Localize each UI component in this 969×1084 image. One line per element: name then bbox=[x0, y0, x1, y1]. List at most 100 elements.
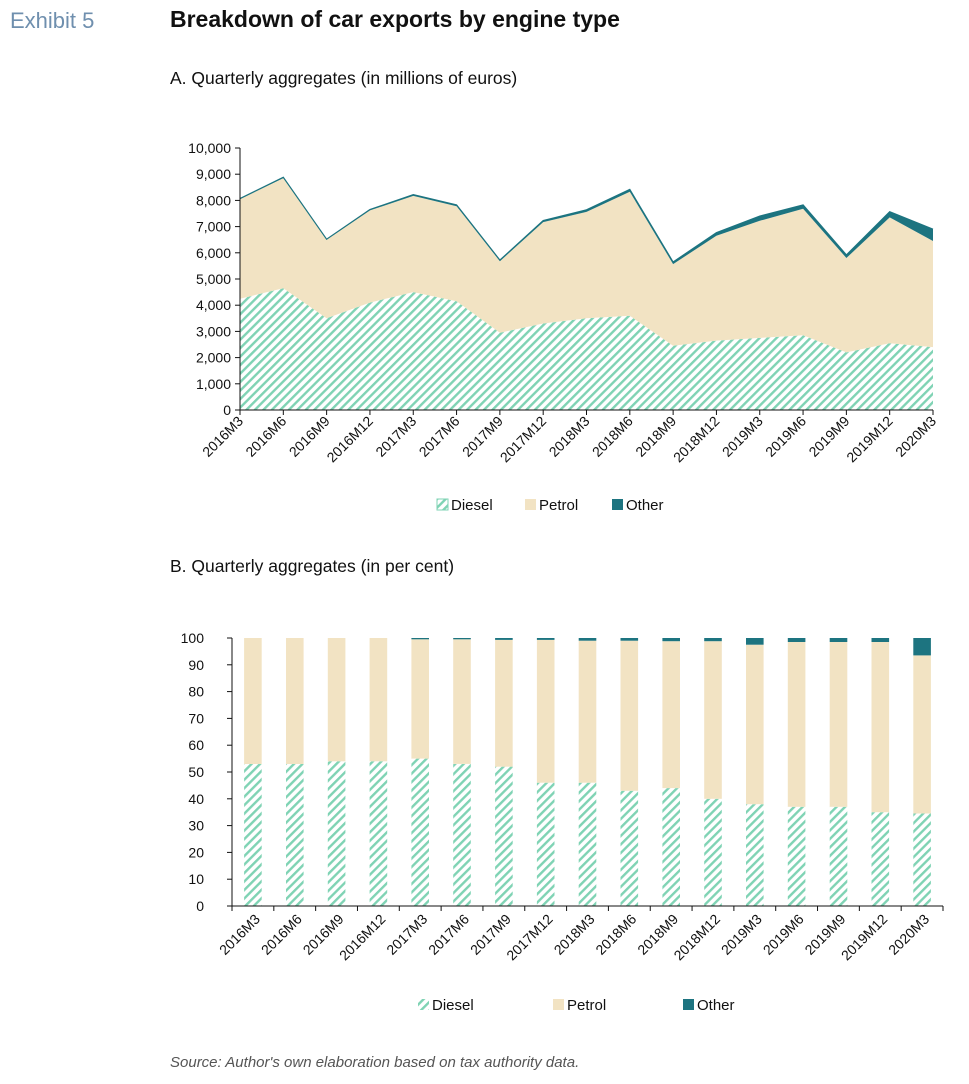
bar-petrol bbox=[286, 638, 304, 764]
bar-petrol bbox=[829, 642, 848, 807]
bar-diesel bbox=[411, 758, 429, 906]
y-tick-label: 7,000 bbox=[196, 219, 231, 235]
legend-label-diesel: Diesel bbox=[451, 497, 493, 514]
y-tick-label: 9,000 bbox=[196, 166, 231, 182]
y-tick-label: 8,000 bbox=[196, 192, 231, 208]
bar-diesel bbox=[787, 806, 806, 906]
legend-label-other: Other bbox=[697, 997, 735, 1014]
x-tick-label: 2017M12 bbox=[497, 413, 550, 466]
bar-other bbox=[704, 638, 722, 642]
bar-other bbox=[453, 638, 471, 640]
bar-diesel bbox=[704, 798, 722, 906]
y-tick-label: 3,000 bbox=[196, 323, 231, 339]
legend-swatch-petrol bbox=[553, 999, 564, 1010]
bar-diesel bbox=[871, 812, 890, 906]
x-tick-label: 2020M3 bbox=[885, 911, 932, 958]
bar-petrol bbox=[578, 640, 597, 783]
bar-other bbox=[913, 638, 931, 656]
x-tick-label: 2016M12 bbox=[323, 413, 376, 466]
bar-other bbox=[620, 638, 639, 641]
x-tick-label: 2018M3 bbox=[546, 413, 593, 460]
bar-other bbox=[536, 638, 555, 640]
x-tick-label: 2018M12 bbox=[670, 911, 723, 964]
bar-petrol bbox=[787, 642, 806, 807]
y-tick-label: 70 bbox=[188, 710, 204, 726]
x-tick-label: 2016M6 bbox=[242, 413, 289, 460]
bar-diesel bbox=[369, 761, 388, 906]
exhibit-label: Exhibit 5 bbox=[10, 8, 95, 33]
bar-diesel bbox=[327, 761, 346, 906]
bar-diesel bbox=[913, 813, 931, 906]
bar-petrol bbox=[871, 642, 890, 813]
panel-b-title: B. Quarterly aggregates (in per cent) bbox=[170, 556, 455, 576]
x-tick-label: 2019M6 bbox=[760, 911, 807, 958]
x-tick-label: 2020M3 bbox=[892, 413, 939, 460]
x-tick-label: 2019M3 bbox=[719, 413, 766, 460]
bar-diesel bbox=[453, 764, 471, 906]
legend-swatch-diesel bbox=[436, 498, 449, 511]
bar-petrol bbox=[327, 638, 346, 762]
bar-petrol bbox=[746, 644, 764, 805]
y-tick-label: 100 bbox=[181, 630, 205, 646]
bar-petrol bbox=[495, 639, 513, 767]
source-note: Source: Author's own elaboration based o… bbox=[170, 1054, 580, 1071]
x-tick-label: 2017M3 bbox=[383, 911, 430, 958]
x-tick-label: 2017M12 bbox=[503, 911, 556, 964]
legend-label-petrol: Petrol bbox=[539, 497, 578, 514]
x-tick-label: 2016M6 bbox=[258, 911, 305, 958]
bar-petrol bbox=[536, 639, 555, 783]
bar-diesel bbox=[495, 766, 513, 906]
bar-diesel bbox=[244, 764, 262, 906]
y-tick-label: 10 bbox=[188, 871, 204, 887]
bar-other bbox=[829, 638, 848, 642]
panel-a-title: A. Quarterly aggregates (in millions of … bbox=[170, 68, 518, 88]
y-tick-label: 90 bbox=[188, 657, 204, 673]
exhibit-title: Breakdown of car exports by engine type bbox=[170, 6, 620, 32]
y-tick-label: 0 bbox=[223, 402, 231, 418]
bar-other bbox=[871, 638, 890, 642]
bar-diesel bbox=[578, 782, 597, 906]
y-tick-label: 10,000 bbox=[188, 140, 231, 156]
y-tick-label: 5,000 bbox=[196, 271, 231, 287]
y-tick-label: 50 bbox=[188, 764, 204, 780]
bar-petrol bbox=[913, 655, 931, 814]
bar-petrol bbox=[369, 638, 388, 762]
x-tick-label: 2017M6 bbox=[425, 911, 472, 958]
bar-diesel bbox=[536, 782, 555, 906]
bar-diesel bbox=[662, 788, 680, 906]
bar-other bbox=[578, 638, 597, 641]
bar-petrol bbox=[704, 641, 722, 799]
x-tick-label: 2017M6 bbox=[416, 413, 463, 460]
area-chart-panel-a: 0 1,000 2,000 3,000 4,000 5,000 6,000 7,000 8,00… bbox=[188, 140, 939, 514]
legend-label-diesel: Diesel bbox=[432, 997, 474, 1014]
y-tick-label: 60 bbox=[188, 737, 204, 753]
x-tick-label: 2016M12 bbox=[336, 911, 389, 964]
x-tick-label: 2019M12 bbox=[838, 911, 891, 964]
legend-swatch-diesel bbox=[418, 999, 429, 1010]
area-diesel bbox=[240, 288, 933, 410]
x-tick-label: 2016M3 bbox=[216, 911, 263, 958]
x-tick-label: 2018M6 bbox=[589, 413, 636, 460]
bar-other bbox=[662, 638, 680, 642]
bar-diesel bbox=[829, 806, 848, 906]
area-total-outline bbox=[239, 176, 934, 263]
bar-petrol bbox=[662, 641, 680, 789]
y-tick-label: 4,000 bbox=[196, 297, 231, 313]
y-tick-label: 1,000 bbox=[196, 376, 231, 392]
bar-diesel bbox=[746, 804, 764, 906]
bar-petrol bbox=[453, 639, 471, 764]
bar-other bbox=[746, 638, 764, 645]
x-tick-label: 2019M6 bbox=[762, 413, 809, 460]
bar-other bbox=[787, 638, 806, 642]
legend-swatch-other bbox=[683, 999, 694, 1010]
y-tick-label: 20 bbox=[188, 844, 204, 860]
x-tick-label: 2018M12 bbox=[670, 413, 723, 466]
bar-diesel bbox=[286, 764, 304, 906]
legend-label-other: Other bbox=[626, 497, 664, 514]
bar-petrol bbox=[244, 638, 262, 764]
x-tick-label: 2017M3 bbox=[372, 413, 419, 460]
y-tick-label: 0 bbox=[196, 898, 204, 914]
x-tick-label: 2018M3 bbox=[551, 911, 598, 958]
x-tick-label: 2018M6 bbox=[592, 911, 639, 958]
bar-other bbox=[411, 638, 429, 640]
